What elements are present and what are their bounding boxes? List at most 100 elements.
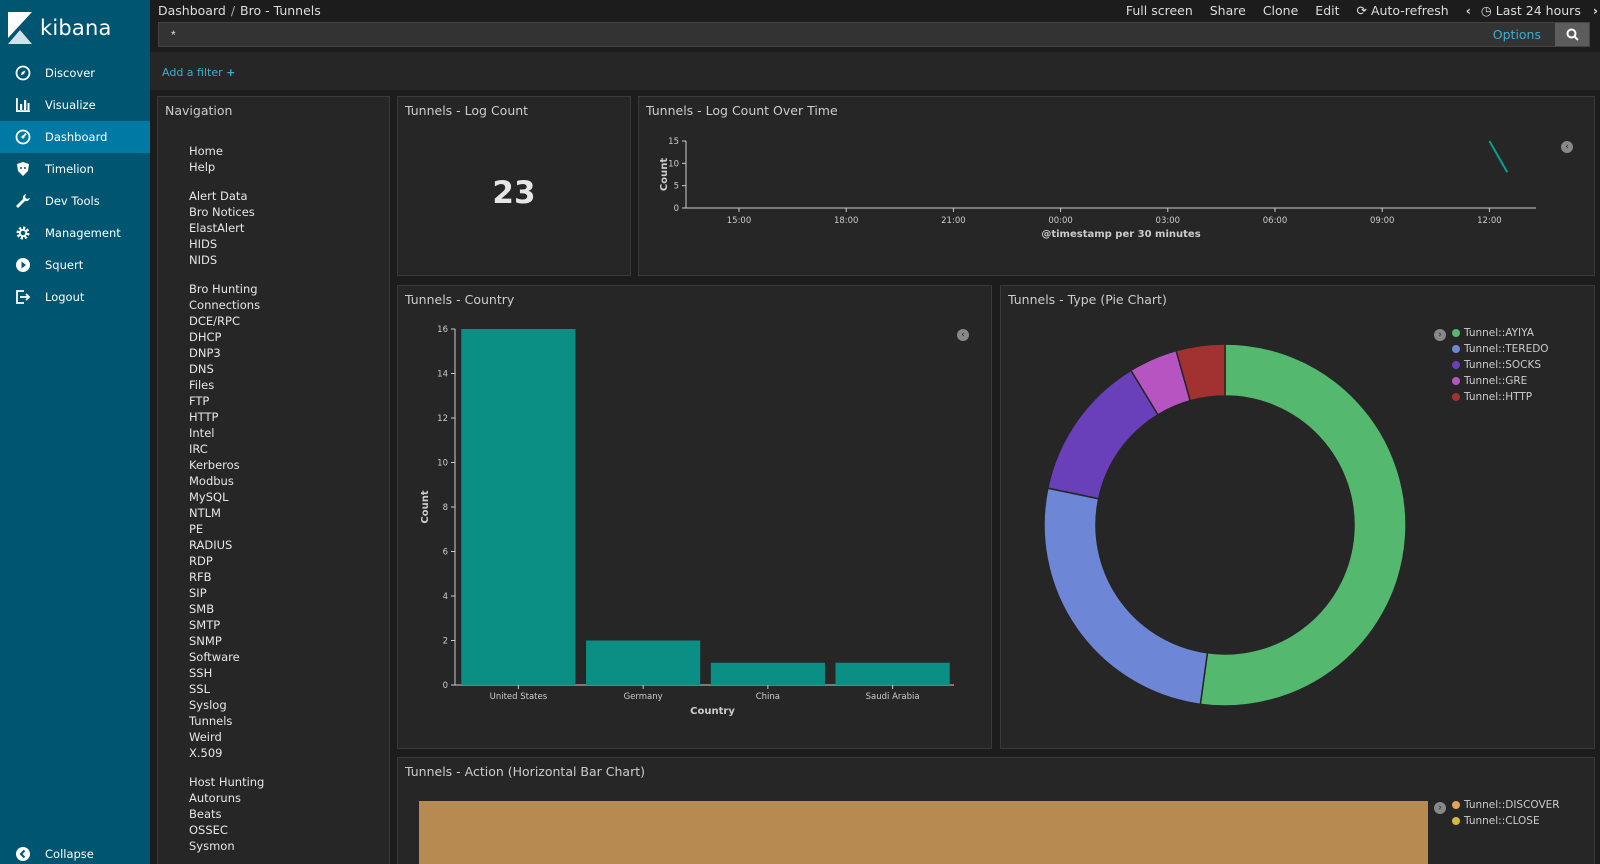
chevron-left-icon [0, 846, 45, 862]
legend-toggle-button[interactable]: › [1434, 802, 1446, 814]
bar[interactable] [461, 329, 576, 685]
nav-link[interactable]: Sysmon [189, 839, 235, 853]
nav-link[interactable]: Modbus [189, 474, 234, 488]
nav-link[interactable]: SIP [189, 586, 207, 600]
x-tick-label: 00:00 [1048, 216, 1073, 226]
bar[interactable] [835, 662, 950, 685]
nav-link[interactable]: Syslog [189, 698, 227, 712]
clone-button[interactable]: Clone [1262, 3, 1299, 18]
nav-link[interactable]: SSL [189, 682, 211, 696]
nav-link[interactable]: Beats [189, 807, 222, 821]
nav-link[interactable]: IRC [189, 442, 208, 456]
sidebar-item-discover[interactable]: Discover [0, 57, 150, 89]
sidebar-item-management[interactable]: Management [0, 217, 150, 249]
nav-link[interactable]: DNP3 [189, 346, 221, 360]
legend-item[interactable]: Tunnel::DISCOVER [1452, 797, 1560, 813]
time-forward-button[interactable]: › [1592, 3, 1598, 18]
edit-button[interactable]: Edit [1315, 3, 1340, 18]
options-button[interactable]: Options [1492, 27, 1541, 42]
nav-link[interactable]: Home [189, 144, 223, 158]
panel-title: Tunnels - Type (Pie Chart) [1008, 292, 1167, 307]
pie-slice[interactable] [1175, 343, 1226, 402]
nav-link[interactable]: NTLM [189, 506, 221, 520]
bar[interactable] [586, 640, 701, 686]
pie-slice[interactable] [1043, 487, 1209, 706]
nav-group: Alert Data Bro Notices ElastAlert HIDS NIDS [189, 188, 264, 268]
sidebar-item-visualize[interactable]: Visualize [0, 89, 150, 121]
nav-link[interactable]: DCE/RPC [189, 314, 240, 328]
collapse-button[interactable]: Collapse [0, 838, 150, 864]
nav-link[interactable]: Bro Notices [189, 205, 255, 219]
nav-link[interactable]: NIDS [189, 253, 218, 267]
nav-link[interactable]: Kerberos [189, 458, 240, 472]
logout-icon [0, 289, 45, 305]
share-button[interactable]: Share [1209, 3, 1246, 18]
add-filter-button[interactable]: Add a filter + [162, 66, 235, 79]
nav-link[interactable]: SNMP [189, 634, 222, 648]
nav-link[interactable]: MySQL [189, 490, 229, 504]
over-time-panel: Tunnels - Log Count Over Time 0 5 10 15 15:0… [638, 96, 1595, 276]
legend-swatch [1452, 801, 1460, 809]
sidebar-item-dev-tools[interactable]: Dev Tools [0, 185, 150, 217]
nav-link[interactable]: Intel [189, 426, 215, 440]
legend-item[interactable]: Tunnel::HTTP [1452, 389, 1549, 405]
nav-link[interactable]: Tunnels [189, 714, 233, 728]
nav-link[interactable]: Help [189, 160, 216, 174]
kibana-logo-icon [8, 12, 32, 44]
bar[interactable] [710, 662, 825, 685]
search-input[interactable] [159, 23, 1479, 46]
nav-link[interactable]: RADIUS [189, 538, 233, 552]
time-range-button[interactable]: ◷ Last 24 hours [1481, 3, 1581, 18]
nav-link[interactable]: RFB [189, 570, 212, 584]
legend-item[interactable]: Tunnel::TEREDO [1452, 341, 1549, 357]
legend-item[interactable]: Tunnel::SOCKS [1452, 357, 1549, 373]
nav-link[interactable]: SSH [189, 666, 213, 680]
nav-link[interactable]: RDP [189, 554, 213, 568]
sidebar-item-label: Dashboard [45, 130, 108, 144]
x-tick-label: 12:00 [1477, 216, 1502, 226]
nav-link[interactable]: DNS [189, 362, 214, 376]
nav-link[interactable]: SMB [189, 602, 215, 616]
full-screen-button[interactable]: Full screen [1125, 3, 1193, 18]
kibana-logo[interactable]: kibana [6, 8, 112, 48]
nav-link[interactable]: Connections [189, 298, 261, 312]
pie-slice[interactable] [1199, 343, 1407, 707]
time-back-button[interactable]: ‹ [1465, 3, 1471, 18]
nav-link[interactable]: ElastAlert [189, 221, 245, 235]
y-tick-label: 4 [443, 592, 448, 602]
nav-link[interactable]: OSSEC [189, 823, 228, 837]
nav-link[interactable]: HIDS [189, 237, 218, 251]
country-panel: Tunnels - Country 0 2 4 6 8 10 12 14 16 United St… [397, 285, 992, 749]
legend-toggle-button[interactable]: › [1434, 329, 1446, 341]
legend-item[interactable]: Tunnel::CLOSE [1452, 813, 1560, 829]
breadcrumb-dashboard[interactable]: Dashboard [158, 3, 226, 18]
panel-title: Tunnels - Log Count Over Time [646, 103, 838, 118]
nav-link[interactable]: X.509 [189, 746, 223, 760]
nav-link[interactable]: DHCP [189, 330, 222, 344]
nav-link[interactable]: SMTP [189, 618, 221, 632]
auto-refresh-button[interactable]: ⟳ Auto-refresh [1357, 3, 1449, 18]
legend-item[interactable]: Tunnel::AYIYA [1452, 325, 1549, 341]
x-tick-label: 06:00 [1263, 216, 1288, 226]
sidebar-item-dashboard[interactable]: Dashboard [0, 121, 150, 153]
pie-slice[interactable] [1046, 369, 1160, 500]
nav-link[interactable]: PE [189, 522, 204, 536]
sidebar-item-logout[interactable]: Logout [0, 281, 150, 313]
nav-link[interactable]: Autoruns [189, 791, 241, 805]
sidebar-item-timelion[interactable]: Timelion [0, 153, 150, 185]
legend-item[interactable]: Tunnel::GRE [1452, 373, 1549, 389]
legend-toggle-button[interactable]: ‹ [957, 329, 969, 341]
legend-label: Tunnel::SOCKS [1464, 359, 1542, 371]
nav-link[interactable]: HTTP [189, 410, 219, 424]
series-line [1488, 140, 1509, 173]
sidebar-item-label: Logout [45, 290, 85, 304]
add-filter-label: Add a filter [162, 66, 223, 79]
nav-link[interactable]: Software [189, 650, 240, 664]
legend-toggle-button[interactable]: ‹ [1561, 141, 1573, 153]
search-button[interactable] [1555, 23, 1589, 46]
filter-bar: Add a filter + [150, 52, 1600, 90]
sidebar-item-squert[interactable]: Squert [0, 249, 150, 281]
nav-link[interactable]: Weird [189, 730, 222, 744]
nav-link[interactable]: FTP [189, 394, 210, 408]
nav-link[interactable]: Files [189, 378, 215, 392]
